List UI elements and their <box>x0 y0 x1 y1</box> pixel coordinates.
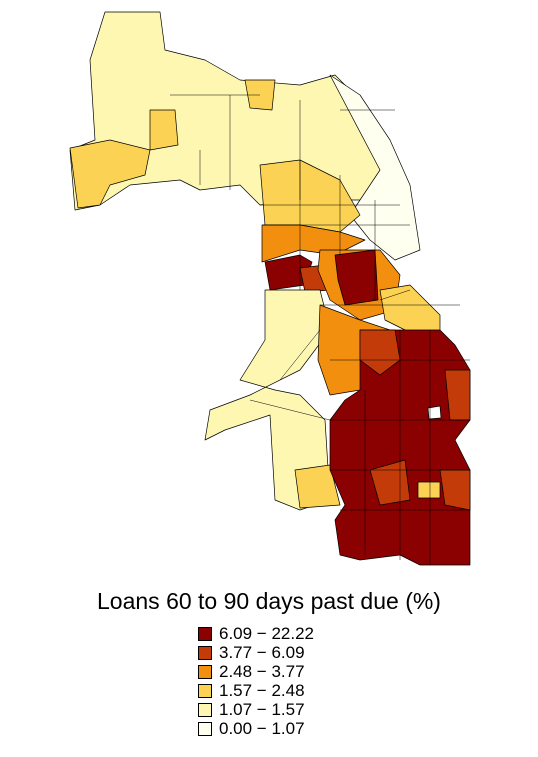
map-region-far-northwest <box>69 139 151 209</box>
legend-item: 0.00 − 1.07 <box>198 719 314 738</box>
legend-label: 0.00 − 1.07 <box>219 718 305 738</box>
map-region-southwest-yellow <box>294 464 341 509</box>
legend-label: 3.77 − 6.09 <box>219 642 305 662</box>
legend-item: 3.77 − 6.09 <box>198 643 314 662</box>
legend-label: 2.48 − 3.77 <box>219 661 305 681</box>
map-region-southwest <box>204 289 331 511</box>
legend: 6.09 − 22.22 3.77 − 6.09 2.48 − 3.77 1.5… <box>198 624 314 738</box>
choropleth-map <box>69 11 471 566</box>
map-region-southeast-mid-1 <box>359 329 401 376</box>
legend-swatch <box>198 645 212 660</box>
legend-item: 2.48 − 3.77 <box>198 662 314 681</box>
legend-swatch <box>198 683 212 698</box>
legend-label: 6.09 − 22.22 <box>219 623 315 643</box>
legend-item: 1.07 − 1.57 <box>198 700 314 719</box>
legend-item: 1.57 − 2.48 <box>198 681 314 700</box>
legend-swatch <box>198 721 212 736</box>
legend-swatch <box>198 664 212 679</box>
map-region-north-patch-2 <box>149 109 179 151</box>
legend-swatch <box>198 702 212 717</box>
map-region-central-dark <box>334 249 379 306</box>
boundary-lines <box>170 94 470 565</box>
legend-label: 1.57 − 2.48 <box>219 680 305 700</box>
map-region-southeast-yellow <box>417 481 441 499</box>
map-region-lake-island <box>427 405 442 420</box>
legend-title: Loans 60 to 90 days past due (%) <box>97 588 441 614</box>
legend-label: 1.07 − 1.57 <box>219 699 305 719</box>
legend-swatch <box>198 626 212 641</box>
legend-item: 6.09 − 22.22 <box>198 624 314 643</box>
